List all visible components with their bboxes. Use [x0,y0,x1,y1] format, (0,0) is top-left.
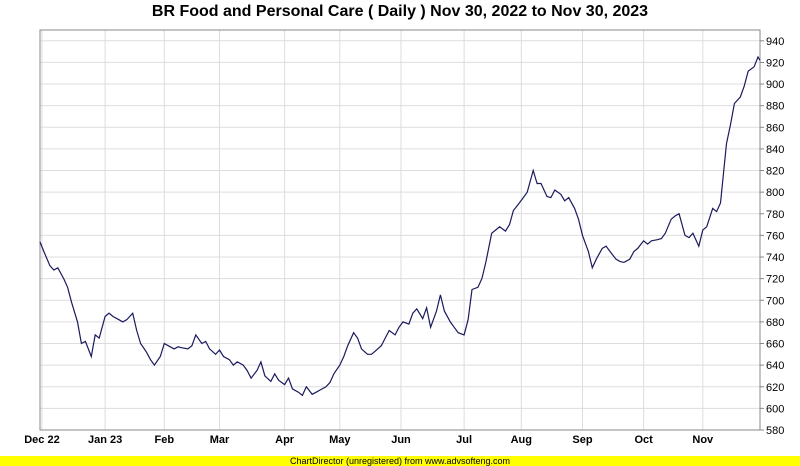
y-tick-label: 920 [766,57,784,69]
line-chart: 580 600 620 640 660 680 700 720 740 760 780 800 820 8… [24,29,784,446]
x-tick-label: Dec 22 [24,434,59,446]
x-tick-label: May [329,434,351,446]
x-tick-label: Oct [634,434,653,446]
y-tick-label: 800 [766,187,784,199]
x-tick-label: Aug [511,434,532,446]
y-tick-label: 940 [766,36,784,48]
x-tick-label: Apr [275,434,295,446]
y-tick-label: 760 [766,230,784,242]
x-tick-label: Jun [391,434,411,446]
plot-area-frame [39,29,761,431]
footer-credit-text: ChartDirector (unregistered) from www.ad… [289,456,511,466]
y-tick-label: 900 [766,79,784,91]
x-tick-label: Jan 23 [88,434,122,446]
y-tick-label: 600 [766,403,784,415]
y-tick-label: 660 [766,339,784,351]
y-tick-label: 720 [766,274,784,286]
x-tick-label: Feb [154,434,174,446]
y-tick-label: 840 [766,144,784,156]
y-tick-label: 680 [766,317,784,329]
y-tick-label: 620 [766,382,784,394]
y-axis: 580 600 620 640 660 680 700 720 740 760 780 800 820 8… [760,36,784,437]
x-axis: Dec 22 Jan 23 Feb Mar Apr May Jun Jul Aug Sep Oct N… [24,434,714,446]
y-tick-label: 880 [766,101,784,113]
grid-lines [40,30,760,431]
x-tick-label: Nov [692,434,714,446]
footer-bar: ChartDirector (unregistered) from www.ad… [0,456,800,466]
price-series-line [39,55,761,397]
y-tick-label: 780 [766,209,784,221]
y-tick-label: 700 [766,295,784,307]
x-tick-label: Jul [456,434,472,446]
x-tick-label: Mar [210,434,230,446]
x-tick-label: Sep [572,434,592,446]
chart-title: BR Food and Personal Care ( Daily ) Nov … [151,3,649,20]
y-tick-label: 580 [766,425,784,437]
y-tick-label: 860 [766,122,784,134]
y-tick-label: 740 [766,252,784,264]
y-tick-label: 640 [766,360,784,372]
y-tick-label: 820 [766,166,784,178]
